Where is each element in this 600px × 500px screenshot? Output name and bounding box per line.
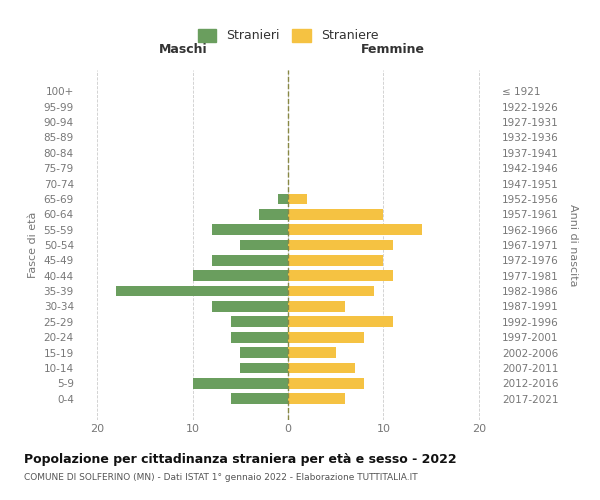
Bar [231, 316, 288, 327]
Bar [288, 270, 393, 281]
Bar [212, 255, 288, 266]
Bar [288, 316, 393, 327]
Bar [231, 394, 288, 404]
Bar [193, 378, 288, 388]
Bar [240, 362, 288, 374]
Bar [193, 270, 288, 281]
Bar [212, 301, 288, 312]
Y-axis label: Anni di nascita: Anni di nascita [568, 204, 578, 286]
Bar [288, 224, 422, 235]
Legend: Stranieri, Straniere: Stranieri, Straniere [193, 24, 383, 48]
Text: COMUNE DI SOLFERINO (MN) - Dati ISTAT 1° gennaio 2022 - Elaborazione TUTTITALIA.: COMUNE DI SOLFERINO (MN) - Dati ISTAT 1°… [24, 472, 418, 482]
Bar [288, 378, 364, 388]
Bar [288, 347, 336, 358]
Bar [278, 194, 288, 204]
Bar [288, 209, 383, 220]
Bar [288, 286, 374, 296]
Y-axis label: Fasce di età: Fasce di età [28, 212, 38, 278]
Bar [288, 301, 345, 312]
Bar [288, 240, 393, 250]
Bar [240, 240, 288, 250]
Bar [288, 394, 345, 404]
Bar [259, 209, 288, 220]
Text: Femmine: Femmine [361, 43, 425, 56]
Bar [288, 255, 383, 266]
Bar [288, 332, 364, 342]
Text: Popolazione per cittadinanza straniera per età e sesso - 2022: Popolazione per cittadinanza straniera p… [24, 452, 457, 466]
Bar [240, 347, 288, 358]
Bar [212, 224, 288, 235]
Bar [288, 194, 307, 204]
Bar [116, 286, 288, 296]
Bar [231, 332, 288, 342]
Bar [288, 362, 355, 374]
Text: Maschi: Maschi [158, 43, 208, 56]
